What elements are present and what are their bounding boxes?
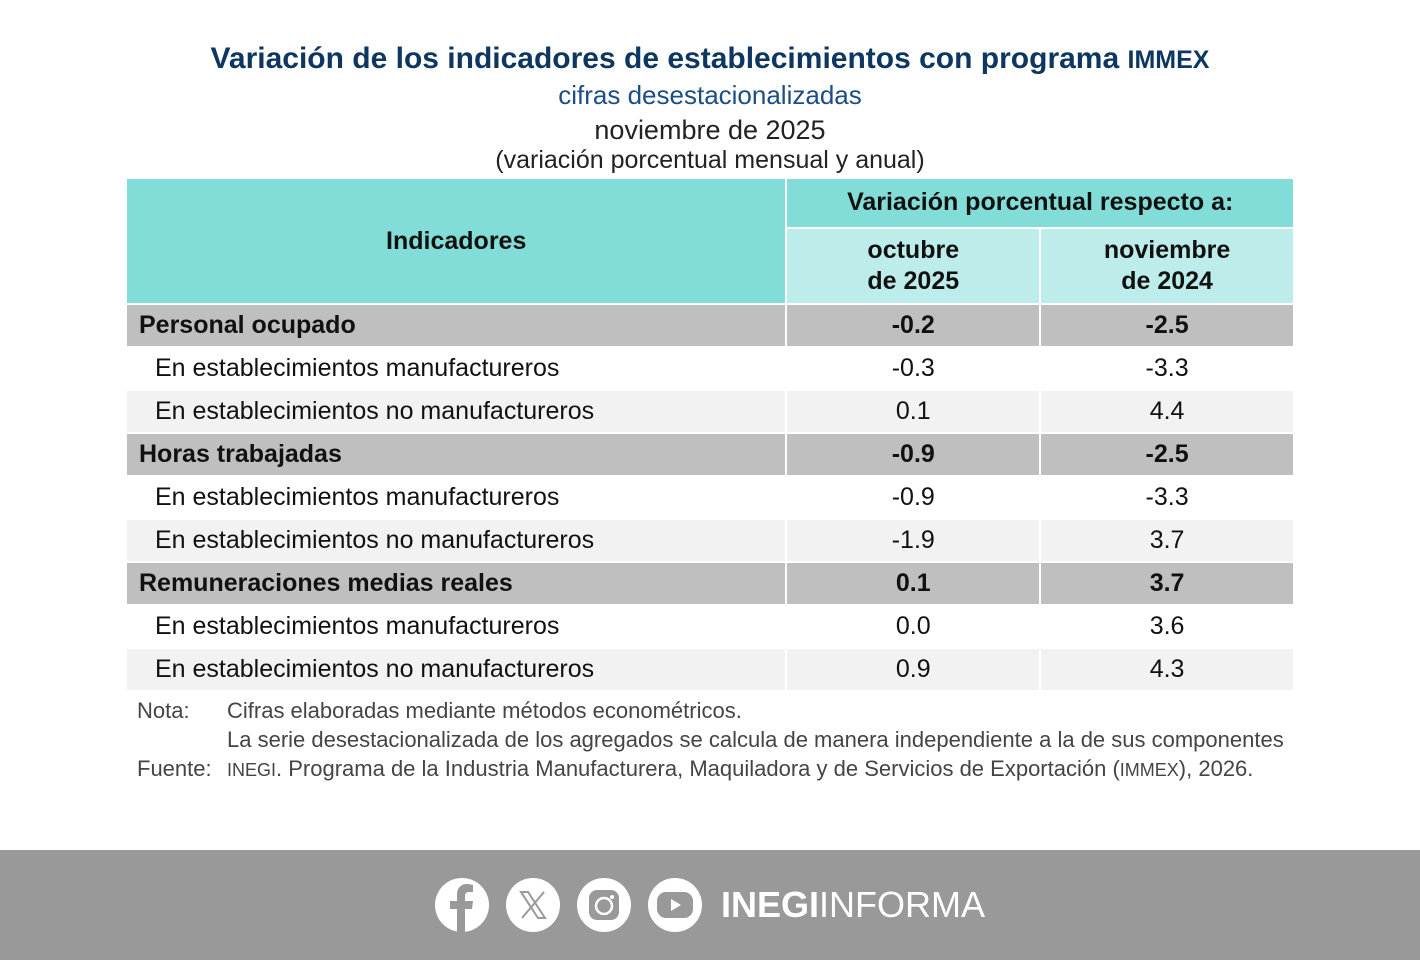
monthly-value: -1.9 — [785, 518, 1042, 563]
monthly-value: -0.9 — [785, 475, 1042, 520]
header-variation: Variación porcentual respecto a: — [785, 177, 1295, 229]
page-title: Variación de los indicadores de establec… — [210, 42, 1210, 75]
row-label: Horas trabajadas — [124, 432, 788, 477]
x-icon[interactable] — [505, 878, 560, 932]
table-row: En establecimientos no manufactureros 0.9… — [124, 647, 1295, 692]
group-row: Remuneraciones medias reales 0.1 3.7 — [124, 561, 1295, 606]
group-row: Personal ocupado -0.2 -2.5 — [124, 303, 1295, 348]
table-row: En establecimientos manufactureros -0.3 -3… — [124, 346, 1295, 391]
nota-1: Cifras elaboradas mediante métodos econo… — [227, 698, 742, 723]
row-label: Remuneraciones medias reales — [124, 561, 788, 606]
annual-value: -2.5 — [1039, 432, 1295, 477]
monthly-value: -0.3 — [785, 346, 1042, 391]
header-annual: noviembre de 2024 — [1039, 226, 1295, 306]
monthly-value: 0.1 — [785, 561, 1042, 606]
row-label: En establecimientos no manufactureros — [124, 389, 788, 434]
nota-2: La serie desestacionalizada de los agreg… — [227, 727, 1284, 752]
period: noviembre de 2025 — [594, 115, 826, 145]
monthly-value: -0.9 — [785, 432, 1042, 477]
row-label: En establecimientos no manufactureros — [124, 518, 788, 563]
annual-value: -3.3 — [1039, 475, 1295, 520]
row-label: En establecimientos manufactureros — [124, 475, 788, 520]
header-monthly: octubre de 2025 — [785, 226, 1042, 306]
subtitle: cifras desestacionalizadas — [558, 80, 862, 110]
annual-value: -3.3 — [1039, 346, 1295, 391]
row-label: En establecimientos manufactureros — [124, 604, 788, 649]
table-row: En establecimientos manufactureros 0.0 3.6 — [124, 604, 1295, 649]
header-indicators: Indicadores — [124, 177, 788, 305]
row-label: En establecimientos no manufactureros — [124, 647, 788, 692]
inegi-informa-logo: INEGIINFORMA — [720, 884, 985, 925]
annual-value: 4.4 — [1039, 389, 1295, 434]
monthly-value: 0.1 — [785, 389, 1042, 434]
unit-note: (variación porcentual mensual y anual) — [495, 146, 925, 174]
annual-value: 3.6 — [1039, 604, 1295, 649]
annual-value: 4.3 — [1039, 647, 1295, 692]
youtube-icon[interactable] — [647, 878, 702, 932]
facebook-icon[interactable] — [434, 878, 489, 932]
row-label: En establecimientos manufactureros — [124, 346, 788, 391]
table-row: En establecimientos no manufactureros 0.1… — [124, 389, 1295, 434]
table-row: En establecimientos no manufactureros -1.… — [124, 518, 1295, 563]
annual-value: 3.7 — [1039, 561, 1295, 606]
monthly-value: -0.2 — [785, 303, 1042, 348]
row-label: Personal ocupado — [124, 303, 788, 348]
source: Fuente: INEGI. Programa de la Industria M… — [137, 756, 1254, 781]
notes: Nota: Cifras elaboradas mediante métodos … — [137, 696, 1290, 785]
nota-label: Nota: — [137, 698, 190, 723]
annual-value: -2.5 — [1039, 303, 1295, 348]
table-row: En establecimientos manufactureros -0.9 -3… — [124, 475, 1295, 520]
monthly-value: 0.9 — [785, 647, 1042, 692]
footer: INEGIINFORMA — [0, 850, 1420, 960]
monthly-value: 0.0 — [785, 604, 1042, 649]
instagram-icon[interactable] — [576, 878, 631, 932]
indicators-table: Indicadores Variación porcentual respect… — [124, 177, 1295, 692]
annual-value: 3.7 — [1039, 518, 1295, 563]
group-row: Horas trabajadas -0.9 -2.5 — [124, 432, 1295, 477]
